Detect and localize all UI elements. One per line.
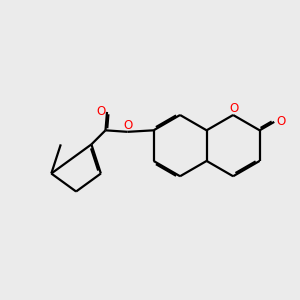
Text: O: O (124, 119, 133, 132)
Text: O: O (276, 115, 285, 128)
Text: O: O (229, 102, 238, 115)
Text: O: O (96, 105, 105, 119)
